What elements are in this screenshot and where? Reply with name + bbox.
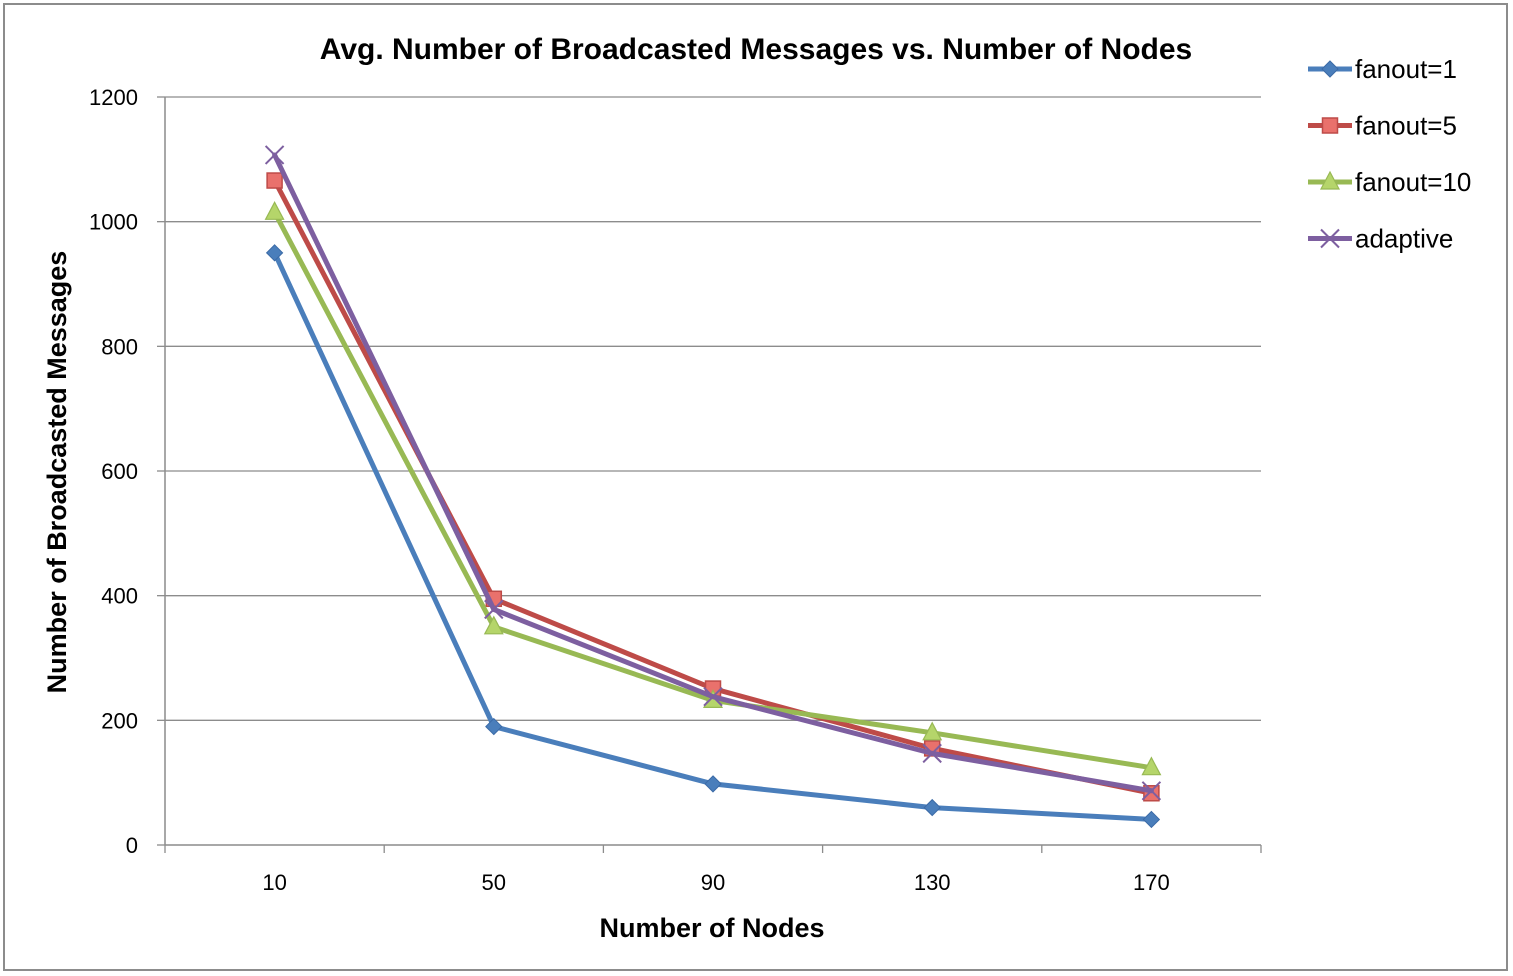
- legend-marker: [1320, 170, 1340, 190]
- data-point: [704, 775, 722, 793]
- data-point: [483, 615, 504, 635]
- legend: fanout=1 fanout=5 fanout=10 adaptive: [1308, 54, 1471, 254]
- legend-item: fanout=1: [1308, 54, 1457, 84]
- x-tick-labels: 10 50 90 130 170: [262, 870, 1169, 895]
- marker-stroke: [264, 145, 285, 165]
- y-tick-label: 1000: [89, 210, 138, 235]
- data-point: [484, 599, 504, 620]
- y-tick-label: 1200: [89, 85, 138, 110]
- data-point: [922, 721, 943, 741]
- data-point: [923, 798, 941, 817]
- series-line: [272, 250, 1154, 822]
- x-axis-title: Number of Nodes: [599, 913, 824, 943]
- y-axis-title: Number of Broadcasted Messages: [42, 251, 72, 694]
- chart-frame: [3, 3, 1508, 971]
- legend-label: fanout=1: [1355, 54, 1457, 84]
- legend-marker: [1320, 228, 1340, 249]
- data-point: [266, 172, 283, 189]
- series-group: [264, 145, 1162, 829]
- marker-stroke: [703, 686, 723, 707]
- legend-label: fanout=10: [1355, 167, 1471, 197]
- data-point: [1141, 781, 1162, 801]
- data-point: [485, 717, 503, 736]
- legend-item: fanout=5: [1308, 111, 1457, 141]
- chart-title: Avg. Number of Broadcasted Messages vs. …: [320, 33, 1192, 66]
- series-fanout-1: [265, 244, 1161, 829]
- legend-marker: [1321, 60, 1339, 78]
- y-tick-label: 200: [101, 708, 138, 733]
- data-point: [703, 686, 723, 707]
- marker-stroke: [484, 599, 504, 620]
- data-point: [1142, 810, 1161, 829]
- y-tick-label: 0: [126, 833, 138, 858]
- legend-marker: [1321, 117, 1339, 134]
- y-tick-label: 800: [101, 334, 138, 359]
- x-tick-label: 10: [262, 870, 286, 895]
- axes: [157, 96, 1262, 853]
- data-point: [264, 145, 285, 165]
- y-tick-labels: 0 200 400 600 800 1000 1200: [89, 85, 138, 858]
- y-tick-label: 600: [101, 459, 138, 484]
- marker-stroke: [1141, 781, 1162, 801]
- marker-stroke: [1320, 228, 1340, 249]
- legend-item: adaptive: [1308, 224, 1453, 254]
- legend-item: fanout=10: [1308, 167, 1471, 197]
- y-tick-label: 400: [101, 584, 138, 609]
- marker-stroke: [922, 743, 942, 764]
- series-fanout-10: [264, 201, 1162, 776]
- legend-label: adaptive: [1355, 224, 1453, 254]
- data-point: [264, 201, 285, 220]
- legend-label: fanout=5: [1355, 111, 1457, 141]
- x-tick-label: 50: [482, 870, 506, 895]
- x-tick-label: 170: [1133, 870, 1170, 895]
- series-adaptive: [264, 145, 1162, 801]
- gridlines: [165, 96, 1261, 721]
- x-tick-label: 90: [701, 870, 725, 895]
- x-tick-label: 130: [914, 870, 951, 895]
- data-point: [1141, 756, 1162, 776]
- data-point: [265, 244, 284, 262]
- data-point: [922, 743, 942, 764]
